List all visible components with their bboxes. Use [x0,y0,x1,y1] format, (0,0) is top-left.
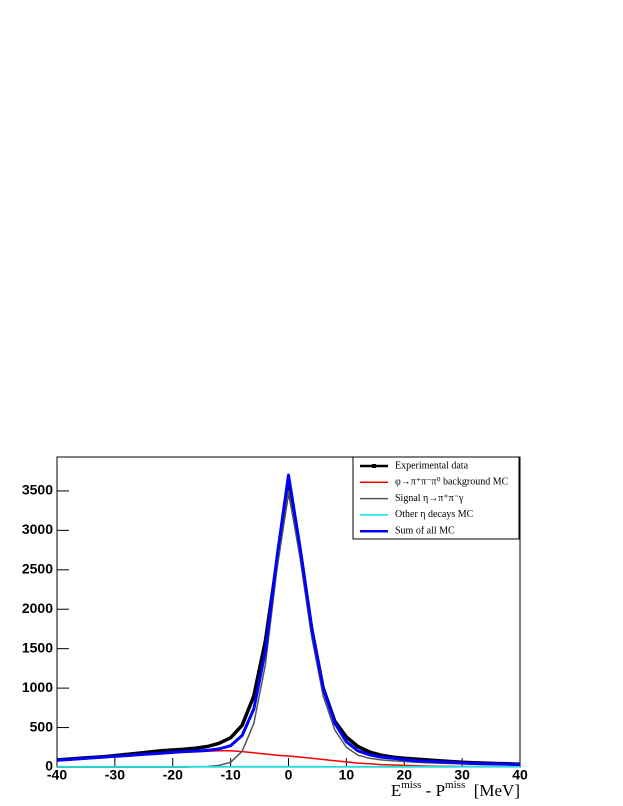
x-tick-label: 0 [285,767,293,783]
legend-label: Other η decays MC [395,509,474,520]
legend-label: Signal η→π⁺π⁻γ [395,493,464,504]
legend-label: Sum of all MC [395,525,455,536]
x-tick-label: -10 [221,767,241,783]
x-title-part: miss [401,779,421,791]
x-title-part: - P [421,781,445,800]
x-tick-label: 40 [512,767,528,783]
x-tick-label: -20 [163,767,183,783]
x-tick-label: 10 [339,767,355,783]
x-tick-label: -30 [105,767,125,783]
legend-label: φ→π⁺π⁻π⁰ background MC [395,477,509,488]
legend-marker [372,464,376,468]
x-tick-label: 20 [396,767,412,783]
y-tick-label: 1000 [22,679,53,695]
x-title-part: [MeV] [465,781,520,800]
x-title-part: miss [445,779,465,791]
y-tick-label: 0 [45,758,53,774]
legend-label: Experimental data [395,460,469,471]
y-tick-label: 3000 [22,521,53,537]
x-tick-label: -40 [47,767,67,783]
y-tick-label: 3500 [22,482,53,498]
series-line [56,473,521,766]
x-title-part: E [391,781,401,800]
y-tick-label: 2500 [22,561,53,577]
y-tick-label: 500 [30,718,54,734]
x-axis-title: Emiss - Pmiss [MeV] [391,779,520,800]
x-tick-label: 30 [454,767,470,783]
y-tick-label: 1500 [22,639,53,655]
y-tick-label: 2000 [22,600,53,616]
